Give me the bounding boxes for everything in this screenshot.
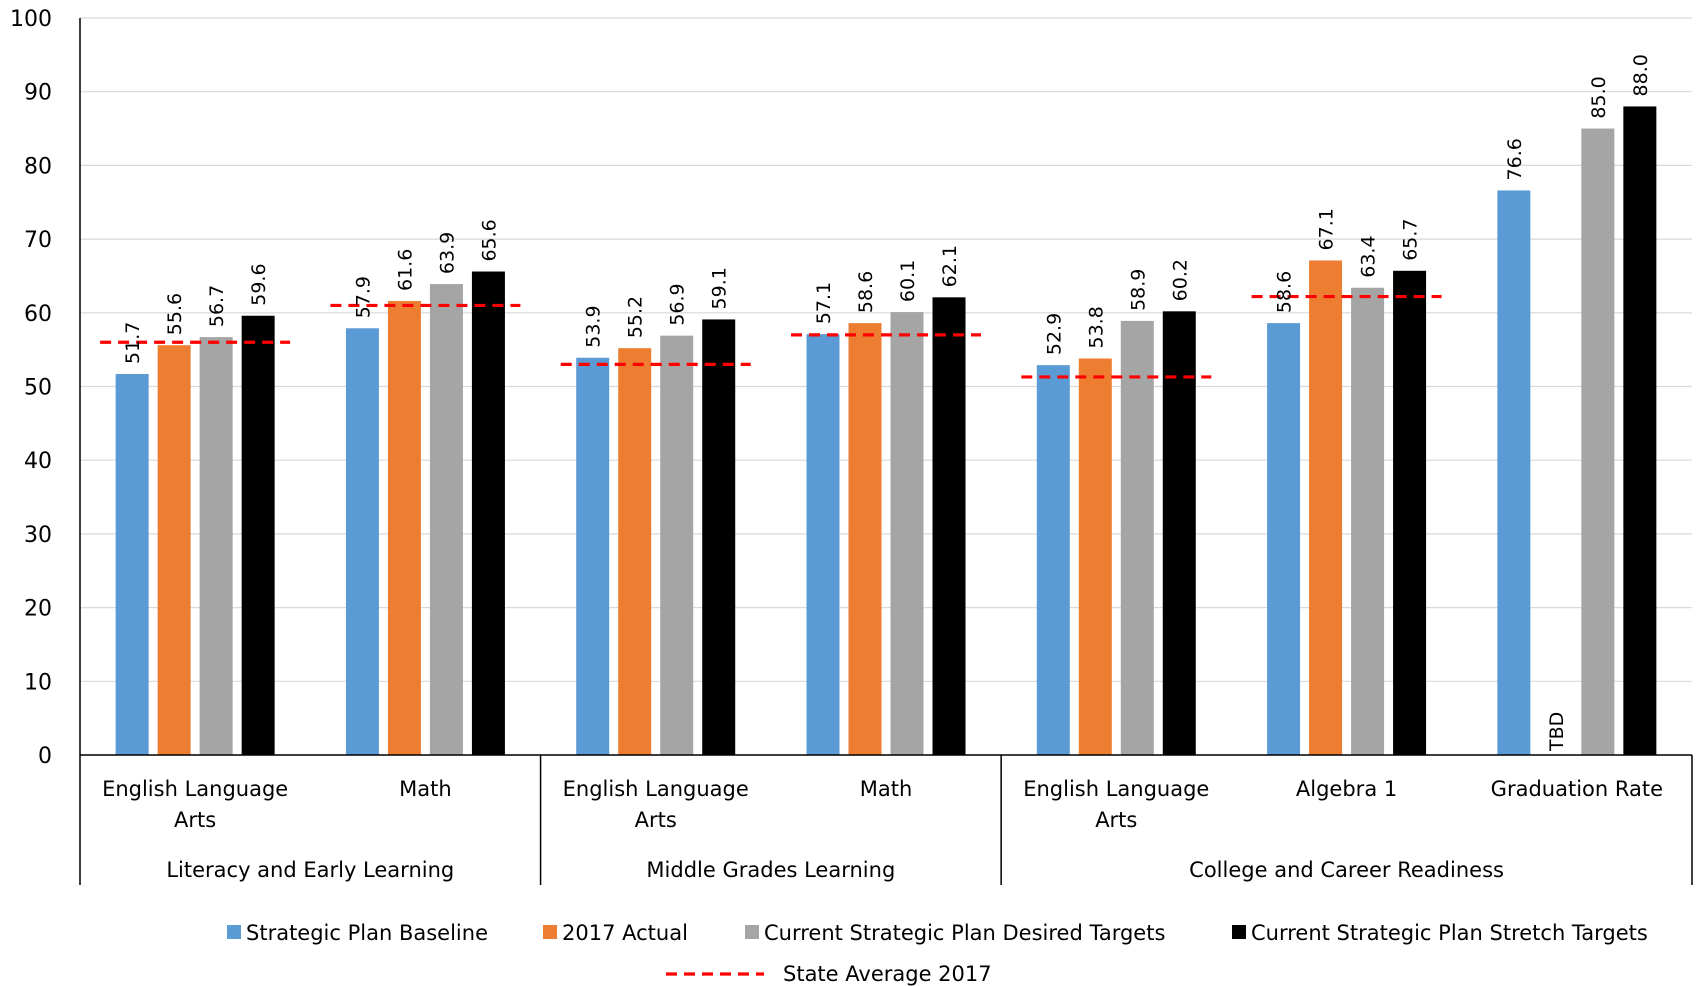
y-axis: 0 10 20 30 40 50 60 70 80 90 100	[10, 7, 80, 769]
data-label: 56.9	[667, 283, 689, 325]
category-label: English Language	[563, 777, 749, 801]
data-label: 76.6	[1504, 138, 1526, 180]
data-label: 61.6	[394, 249, 416, 291]
gridlines	[80, 18, 1692, 755]
bar	[1623, 106, 1656, 755]
y-tick-label: 40	[24, 449, 52, 474]
bar	[933, 297, 966, 755]
category-label: Algebra 1	[1296, 777, 1397, 801]
bar	[116, 374, 149, 755]
bar	[242, 316, 275, 755]
data-label: 65.6	[478, 219, 500, 261]
bar	[1037, 365, 1070, 755]
data-label: 57.9	[352, 276, 374, 318]
x-axis: English Language Arts Math English Language…	[80, 755, 1692, 885]
bar	[849, 323, 882, 755]
y-tick-label: 60	[24, 302, 52, 327]
data-label: 88.0	[1630, 54, 1652, 96]
category-label: English Language	[1023, 777, 1209, 801]
data-label: 58.9	[1127, 269, 1149, 311]
bar	[1079, 358, 1112, 755]
data-label: 63.4	[1358, 235, 1380, 277]
data-label: 58.6	[1274, 271, 1296, 313]
legend-label: Strategic Plan Baseline	[246, 921, 488, 945]
data-label: 55.6	[164, 293, 186, 335]
bar	[1121, 321, 1154, 755]
bar	[618, 348, 651, 755]
data-label: 51.7	[122, 322, 144, 364]
bar	[1267, 323, 1300, 755]
group-label: Literacy and Early Learning	[166, 858, 454, 882]
data-label: TBD	[1546, 712, 1568, 752]
bar	[388, 301, 421, 755]
bar	[346, 328, 379, 755]
category-label: Arts	[174, 808, 216, 832]
legend-swatch	[543, 925, 557, 939]
bar	[1393, 271, 1426, 755]
state-average-lines	[100, 297, 1441, 377]
data-label: 59.6	[248, 263, 270, 305]
data-label: 57.1	[813, 282, 835, 324]
bar	[702, 319, 735, 755]
bars	[116, 106, 1657, 755]
data-label: 63.9	[436, 232, 458, 274]
bar	[660, 336, 693, 755]
data-label: 52.9	[1043, 313, 1065, 355]
y-tick-label: 80	[24, 154, 52, 179]
legend-label: Current Strategic Plan Desired Targets	[764, 921, 1165, 945]
group-label: Middle Grades Learning	[646, 858, 895, 882]
y-tick-label: 10	[24, 670, 52, 695]
bar	[430, 284, 463, 755]
bar	[158, 345, 191, 755]
data-label: 56.7	[206, 285, 228, 327]
bar	[1309, 260, 1342, 755]
legend-label: 2017 Actual	[562, 921, 688, 945]
data-label: 60.2	[1169, 259, 1191, 301]
y-tick-label: 50	[24, 376, 52, 401]
y-tick-label: 0	[38, 744, 52, 769]
bar	[807, 334, 840, 755]
data-label: 55.2	[625, 296, 647, 338]
legend: Strategic Plan Baseline 2017 Actual Curren…	[227, 921, 1648, 986]
category-label: English Language	[102, 777, 288, 801]
legend-swatch	[227, 925, 241, 939]
data-label: 53.8	[1085, 306, 1107, 348]
data-label: 65.7	[1400, 218, 1422, 260]
data-label: 67.1	[1316, 208, 1338, 250]
y-tick-label: 100	[10, 7, 52, 32]
data-label: 62.1	[939, 245, 961, 287]
bar	[891, 312, 924, 755]
data-label: 60.1	[897, 260, 919, 302]
bar	[1497, 190, 1530, 755]
y-tick-label: 70	[24, 228, 52, 253]
legend-label: State Average 2017	[783, 962, 992, 986]
bar	[472, 272, 505, 755]
data-label: 59.1	[709, 267, 731, 309]
data-label: 58.6	[855, 271, 877, 313]
bar	[200, 337, 233, 755]
category-label: Arts	[635, 808, 677, 832]
category-label: Graduation Rate	[1491, 777, 1663, 801]
y-tick-label: 20	[24, 597, 52, 622]
legend-label: Current Strategic Plan Stretch Targets	[1251, 921, 1648, 945]
category-label: Math	[399, 777, 452, 801]
bar	[1351, 288, 1384, 755]
legend-swatch	[745, 925, 759, 939]
group-label: College and Career Readiness	[1189, 858, 1504, 882]
bar	[1581, 129, 1614, 755]
category-label: Math	[860, 777, 913, 801]
y-tick-label: 30	[24, 523, 52, 548]
data-label: 85.0	[1588, 76, 1610, 118]
y-tick-label: 90	[24, 81, 52, 106]
legend-swatch	[1232, 925, 1246, 939]
data-label: 53.9	[583, 305, 605, 347]
category-label: Arts	[1095, 808, 1137, 832]
bar	[576, 358, 609, 755]
